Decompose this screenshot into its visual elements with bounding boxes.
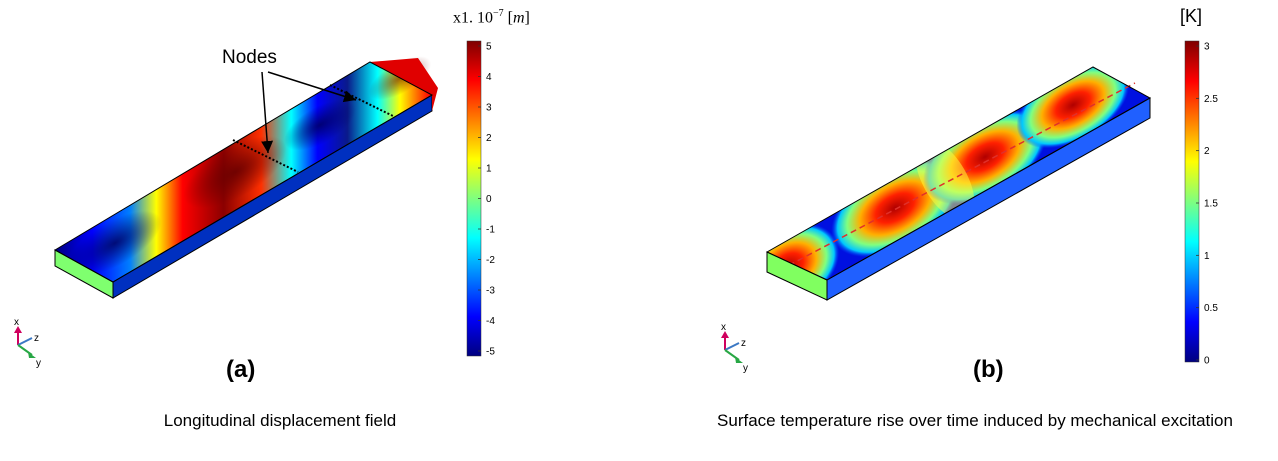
axis-label-z: z bbox=[741, 338, 746, 349]
colorbar-tick-label: 0.5 bbox=[1204, 303, 1218, 314]
colorbar-tick-label: 3 bbox=[1204, 42, 1210, 53]
beam-a-figure: 5 4 3 2 1 0 -1 -2 -3 -4 -5 x z y bbox=[14, 40, 495, 369]
axis-label-y: y bbox=[743, 363, 748, 374]
caption-a: Longitudinal displacement field bbox=[163, 411, 397, 430]
beam-outline bbox=[53, 61, 434, 283]
annotation-arrow bbox=[267, 71, 357, 103]
axis-label-z: z bbox=[34, 333, 39, 344]
colorbar-tick-label: 3 bbox=[486, 103, 492, 114]
axis-triad-a: x z y bbox=[14, 317, 41, 369]
colorbar-b-ticks: 3 2.5 2 1.5 1 0.5 0 bbox=[1196, 42, 1218, 367]
colorbar-tick-label: 0 bbox=[1204, 356, 1210, 367]
colorbar-b-unit: [K] bbox=[1180, 6, 1203, 26]
caption-b: Surface temperature rise over time induc… bbox=[717, 411, 1233, 430]
node-line bbox=[232, 139, 299, 173]
colorbar-tick-label: -4 bbox=[486, 316, 495, 327]
colorbar-tick-label: -2 bbox=[486, 255, 495, 266]
beam-end-cap bbox=[370, 58, 438, 111]
axis-triad-b: x z y bbox=[721, 322, 748, 374]
beam-b-figure: 3 2.5 2 1.5 1 0.5 0 x z y bbox=[721, 40, 1218, 374]
axis-label-x: x bbox=[14, 317, 19, 328]
colorbar-tick-label: -5 bbox=[486, 347, 495, 358]
colorbar-tick-label: 2 bbox=[1204, 146, 1210, 157]
center-dashed-line bbox=[779, 82, 1136, 271]
colorbar-tick-label: -1 bbox=[486, 225, 495, 236]
colorbar-tick-label: 4 bbox=[486, 72, 492, 83]
annotation-arrow bbox=[261, 71, 274, 154]
panel-b: 3 2.5 2 1.5 1 0.5 0 x z y [K] (b) Surface temp… bbox=[640, 0, 1278, 461]
colorbar-a-unit: x1. 10−7 [m] bbox=[453, 8, 530, 27]
beam-blob bbox=[183, 135, 287, 209]
colorbar-tick-label: 5 bbox=[486, 42, 492, 53]
hotspots bbox=[767, 67, 1130, 280]
beam-outline bbox=[765, 66, 1152, 281]
beam-blob bbox=[284, 99, 356, 151]
unit-prefix: x1. 10 bbox=[453, 9, 493, 27]
colorbar-tick-label: 2.5 bbox=[1204, 94, 1218, 105]
axis-label-y: y bbox=[36, 358, 41, 369]
panel-a: 5 4 3 2 1 0 -1 -2 -3 -4 -5 x z y Nodes x1. 10−7 [m… bbox=[14, 8, 530, 430]
unit-exponent: −7 bbox=[493, 8, 504, 19]
colorbar-a-ticks: 5 4 3 2 1 0 -1 -2 -3 -4 -5 bbox=[478, 42, 495, 358]
colorbar-tick-label: 1.5 bbox=[1204, 199, 1218, 210]
colorbar-b bbox=[1184, 40, 1200, 363]
annotation-nodes: Nodes bbox=[222, 47, 277, 68]
colorbar-tick-label: 1 bbox=[1204, 251, 1210, 262]
axis-label-x: x bbox=[721, 322, 726, 333]
beam-blob bbox=[68, 210, 162, 276]
colorbar-tick-label: 1 bbox=[486, 164, 492, 175]
panel-label-a: (a) bbox=[226, 356, 256, 383]
colorbar-tick-label: 2 bbox=[486, 133, 492, 144]
colorbar-tick-label: -3 bbox=[486, 286, 495, 297]
unit-symbol: m bbox=[512, 9, 525, 27]
colorbar-tick-label: 0 bbox=[486, 194, 492, 205]
panel-label-b: (b) bbox=[973, 356, 1004, 383]
